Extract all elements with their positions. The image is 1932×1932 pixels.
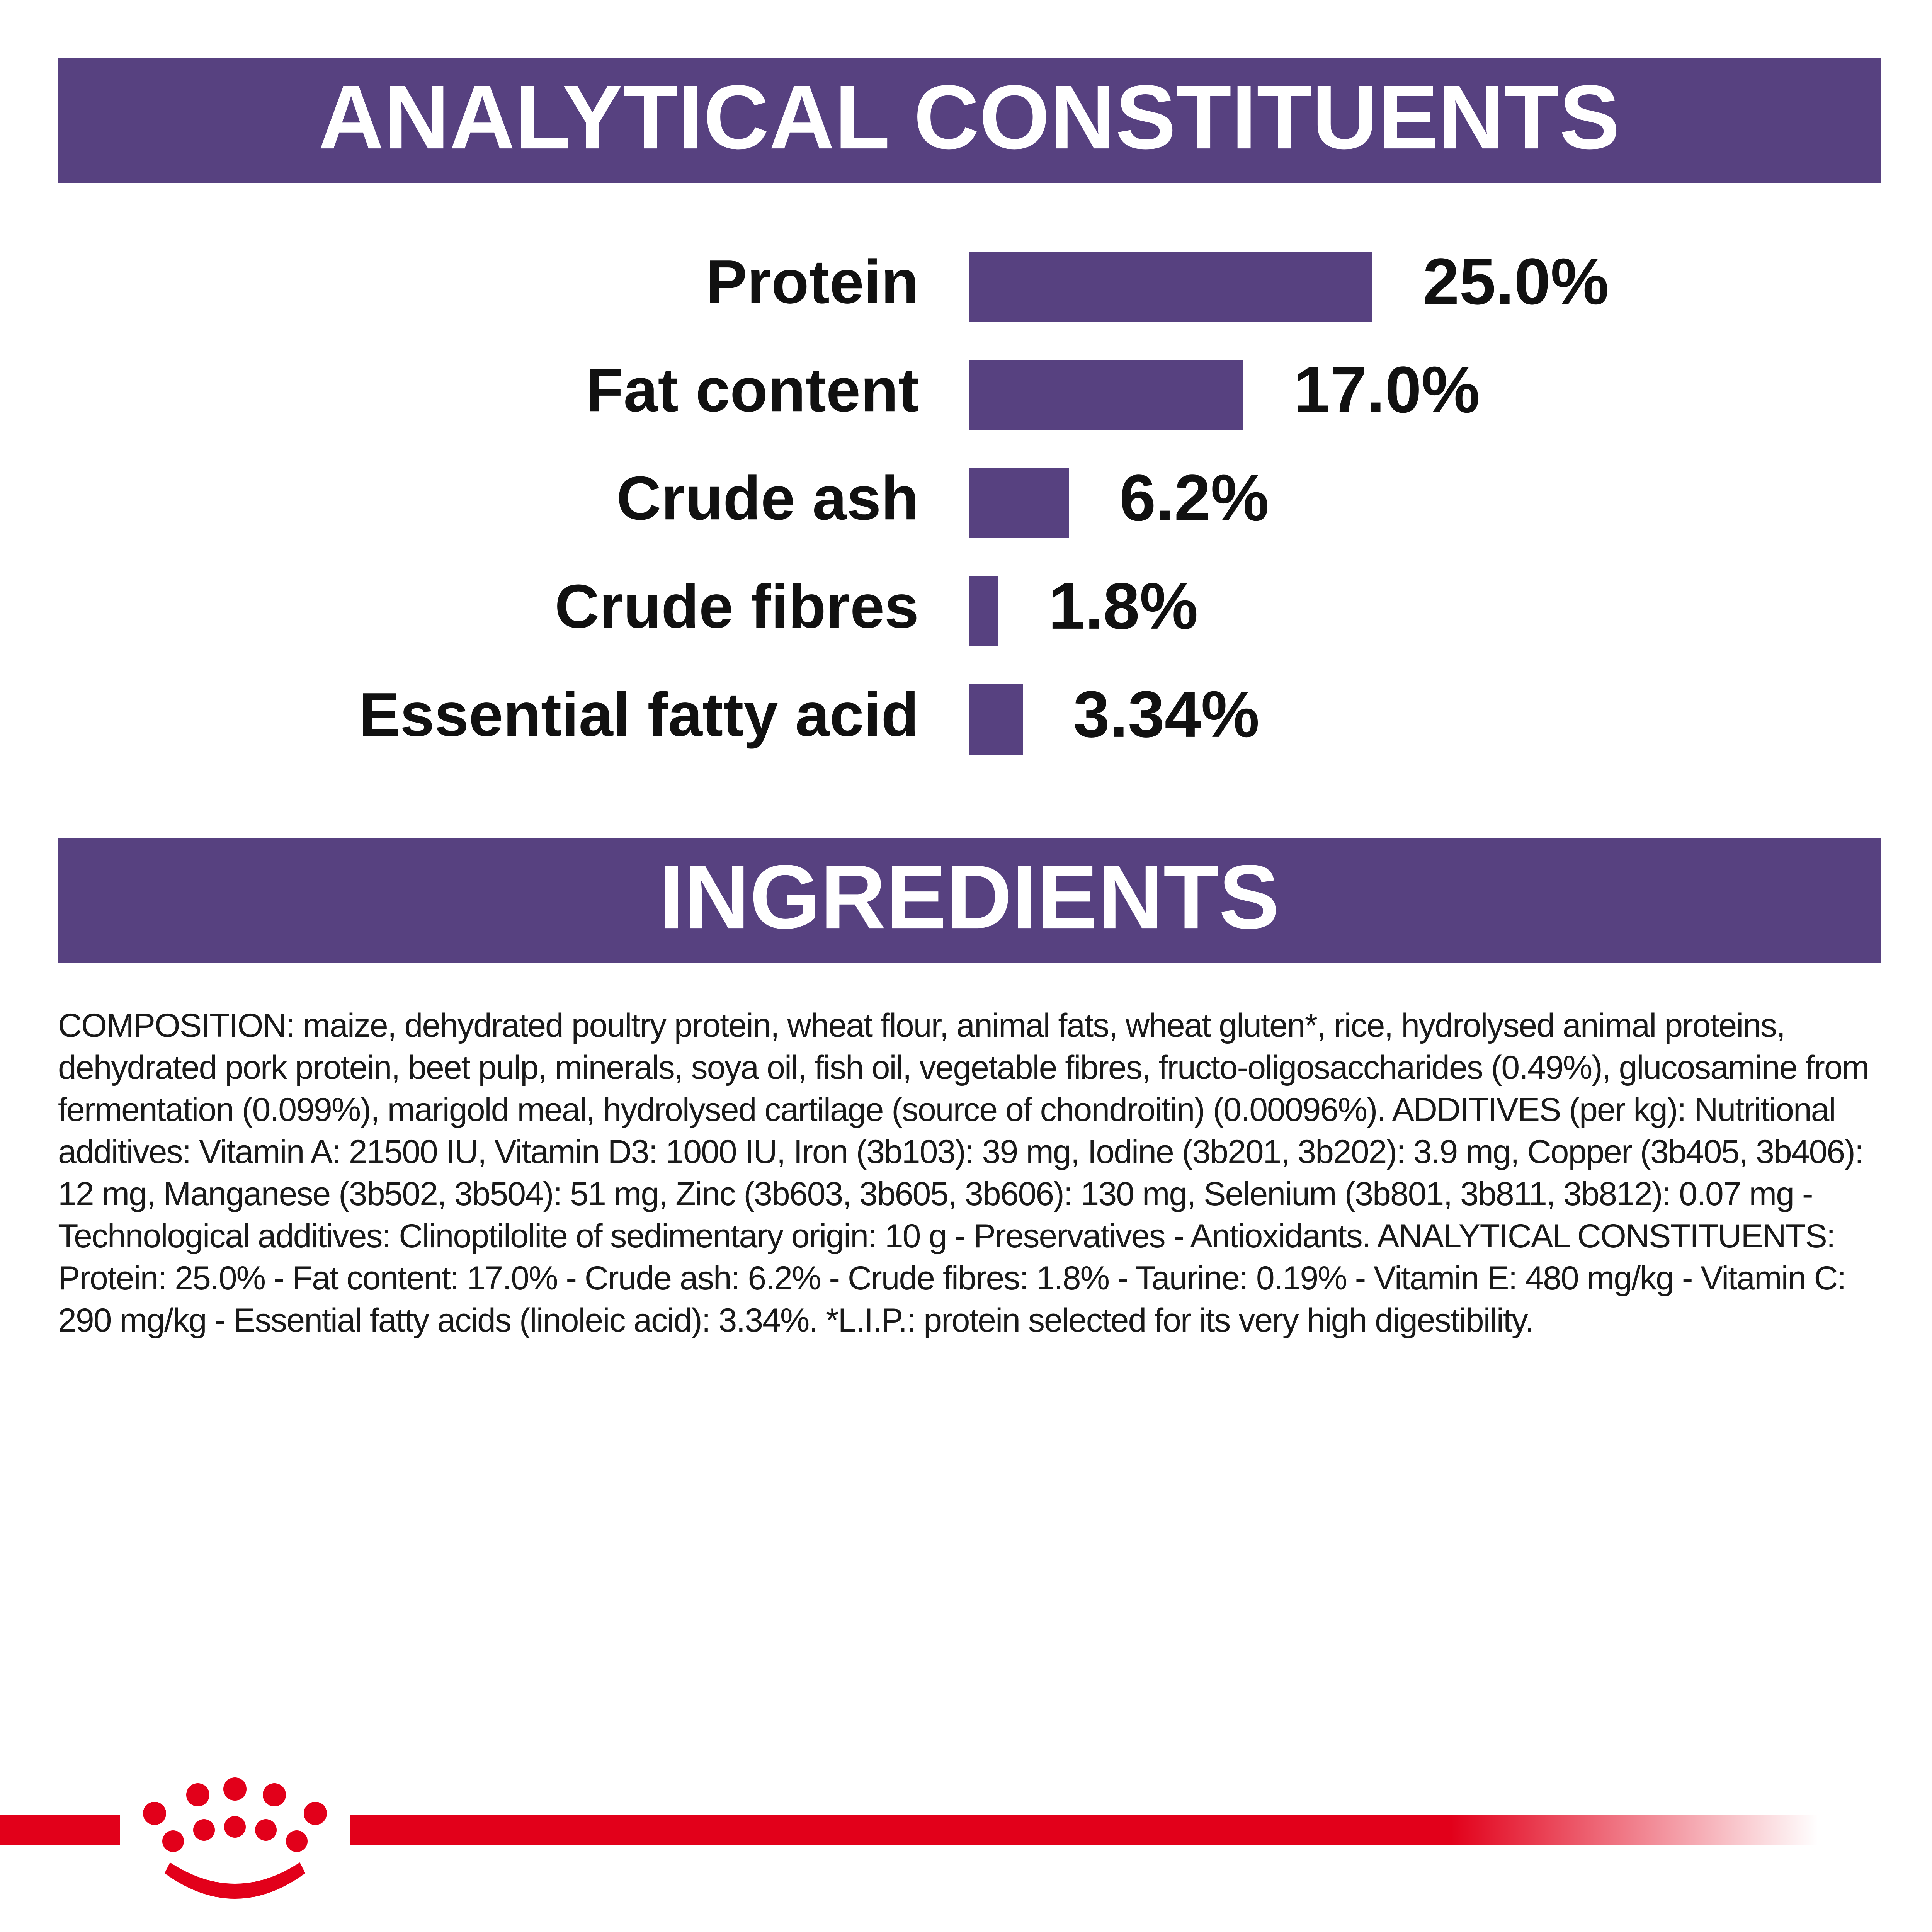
bar — [969, 468, 1069, 538]
value-label: 1.8% — [1048, 570, 1198, 643]
value-label: 17.0% — [1294, 353, 1480, 427]
value-label: 25.0% — [1423, 245, 1609, 318]
value-label: 3.34% — [1073, 678, 1259, 751]
chart-title: ANALYTICAL CONSTITUENTS — [318, 66, 1620, 168]
category-label: Protein — [706, 247, 919, 316]
header-band — [58, 838, 1881, 963]
crown — [143, 1777, 327, 1899]
category-label: Fat content — [586, 355, 919, 424]
value-label: 6.2% — [1119, 461, 1269, 535]
bar — [969, 576, 998, 646]
brand-stripe — [0, 1815, 120, 1845]
category-label: Crude ash — [617, 463, 919, 532]
category-label: Essential fatty acid — [359, 680, 919, 749]
category-label: Crude fibres — [555, 571, 919, 641]
brand-logo — [0, 1777, 1818, 1899]
bar — [969, 252, 1372, 322]
ingredients-text: COMPOSITION: maize, dehydrated poultry p… — [58, 1007, 1869, 1339]
bar — [969, 684, 1023, 755]
header-band — [58, 58, 1881, 183]
brand-stripe — [350, 1815, 1818, 1845]
bar — [969, 360, 1243, 430]
section-title: INGREDIENTS — [659, 846, 1279, 947]
